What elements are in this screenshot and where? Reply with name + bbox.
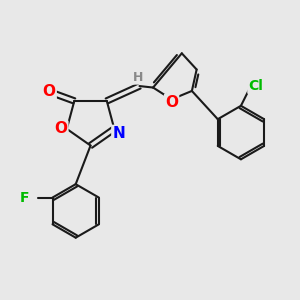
Text: O: O (43, 84, 56, 99)
Text: Cl: Cl (248, 79, 263, 93)
Text: F: F (20, 190, 29, 205)
Text: H: H (133, 70, 143, 84)
Text: N: N (112, 126, 125, 141)
Text: O: O (165, 95, 178, 110)
Text: O: O (54, 122, 68, 136)
